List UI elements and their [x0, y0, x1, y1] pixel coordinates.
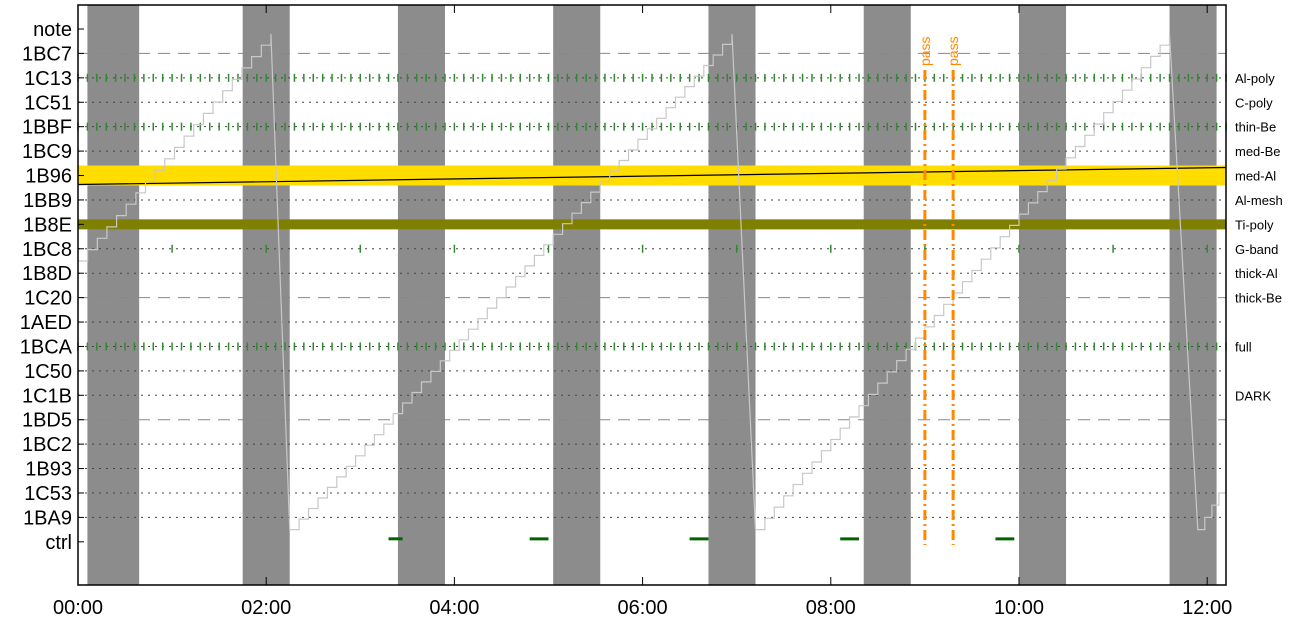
row-label-1B8D: thick-Al — [1235, 266, 1278, 281]
x-tick-label-0: 00:00 — [53, 597, 103, 619]
y-tick-label-1BD5: 1BD5 — [22, 410, 72, 432]
row-label-1BCA: full — [1235, 339, 1252, 354]
x-tick-label-3: 06:00 — [618, 597, 668, 619]
x-tick-label-6: 12:00 — [1182, 597, 1232, 619]
x-tick-label-4: 08:00 — [806, 597, 856, 619]
row-label-1B8E: Ti-poly — [1235, 217, 1274, 232]
y-tick-label-1BCA: 1BCA — [20, 336, 73, 358]
row-label-1C51: C-poly — [1235, 95, 1273, 110]
band-trend-line — [77, 166, 1227, 186]
y-tick-label-1AED: 1AED — [20, 312, 72, 334]
y-tick-label-1BBF: 1BBF — [22, 117, 72, 139]
plot-frame — [77, 4, 1227, 586]
y-tick-label-1BC8: 1BC8 — [22, 239, 72, 261]
row-label-1C20: thick-Be — [1235, 291, 1282, 306]
y-tick-label-1B8D: 1B8D — [22, 263, 72, 285]
y-tick-label-1BC9: 1BC9 — [22, 141, 72, 163]
shaded-interval-2 — [397, 5, 445, 585]
y-tick-label-1B8E: 1B8E — [23, 214, 72, 236]
band-1B8E — [78, 219, 1226, 230]
shaded-interval-6 — [1018, 5, 1067, 585]
y-tick-label-note: note — [33, 19, 72, 41]
x-tick-label-5: 10:00 — [994, 597, 1044, 619]
shaded-interval-7 — [1169, 5, 1217, 585]
event-ticks — [77, 73, 1227, 351]
y-tick-label-1BA9: 1BA9 — [23, 507, 72, 529]
y-tick-label-ctrl: ctrl — [45, 532, 72, 554]
row-label-1BC9: med-Be — [1235, 144, 1281, 159]
ramp-line — [78, 33, 1227, 531]
shaded-interval-0 — [87, 5, 140, 585]
y-tick-label-1C50: 1C50 — [24, 361, 72, 383]
x-tick-label-1: 02:00 — [241, 597, 291, 619]
shaded-interval-4 — [708, 5, 756, 585]
y-tick-label-1BC7: 1BC7 — [22, 43, 72, 65]
row-label-1BB9: Al-mesh — [1235, 193, 1283, 208]
shaded-interval-5 — [863, 5, 911, 585]
y-tick-label-1BC2: 1BC2 — [22, 434, 72, 456]
pass-label-1: pass — [945, 36, 961, 66]
row-label-1BBF: thin-Be — [1235, 120, 1276, 135]
y-tick-label-1C20: 1C20 — [24, 288, 72, 310]
y-tick-label-1B93: 1B93 — [25, 459, 72, 481]
y-tick-label-1B96: 1B96 — [25, 166, 72, 188]
row-labels: Al-poly C-poly thin-Be med-Be med-Al Al-mesh T… — [1235, 71, 1283, 403]
shaded-intervals — [87, 5, 1217, 585]
shaded-interval-3 — [553, 5, 601, 585]
y-tick-label-1C13: 1C13 — [24, 68, 72, 90]
y-tick-label-1C51: 1C51 — [24, 92, 72, 114]
highlight-bands — [77, 165, 1227, 230]
x-tick-label-2: 04:00 — [429, 597, 479, 619]
y-tick-label-1C53: 1C53 — [24, 483, 72, 505]
row-label-1C13: Al-poly — [1235, 71, 1275, 86]
pass-label-0: pass — [917, 36, 933, 66]
y-tick-label-1C1B: 1C1B — [22, 385, 72, 407]
shaded-interval-1 — [242, 5, 290, 585]
y-tick-label-1BB9: 1BB9 — [23, 190, 72, 212]
x-axis: 00:00 02:00 04:00 06:00 08:00 10:00 12:00 — [53, 5, 1232, 619]
ramp-series — [78, 33, 1227, 531]
pass-notes: pass pass — [917, 36, 961, 545]
row-label-1B96: med-Al — [1235, 169, 1276, 184]
row-label-1BC8: G-band — [1235, 242, 1278, 257]
row-label-1C1B: DARK — [1235, 388, 1271, 403]
